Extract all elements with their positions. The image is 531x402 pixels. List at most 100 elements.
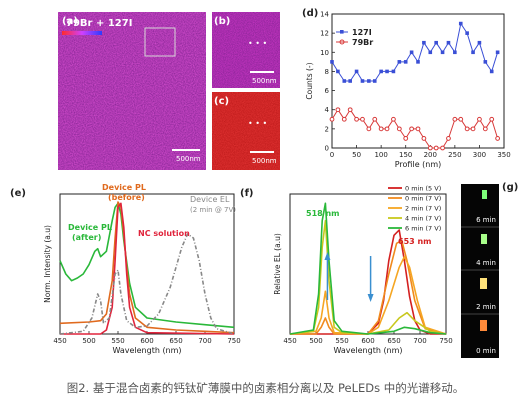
- emitter-4min: [481, 234, 487, 244]
- x-axis-title: Profile (nm): [395, 160, 442, 169]
- series-line-f-3: [289, 219, 447, 335]
- time-2min: 2 min: [476, 303, 496, 311]
- data-point-bromine: [403, 136, 409, 141]
- y-tick-label: 6: [325, 87, 330, 95]
- data-point-iodine: [483, 60, 488, 64]
- data-point-iodine: [336, 69, 340, 74]
- data-point-iodine: [446, 40, 451, 45]
- plot-frame-e: [59, 193, 235, 335]
- x-tick-label: 450: [53, 337, 66, 345]
- data-point-iodine: [367, 79, 371, 83]
- data-point-iodine: [379, 69, 383, 74]
- legend-label-iodine: 127I: [352, 28, 372, 37]
- data-point-iodine: [434, 40, 438, 45]
- data-point-bromine: [415, 126, 421, 132]
- data-point-bromine: [391, 116, 396, 122]
- plus-tag: +: [92, 18, 107, 29]
- scale-label-a: 500nm: [176, 155, 201, 163]
- x-axis-title: Wavelength (nm): [112, 346, 181, 355]
- y-tick-label: 10: [320, 49, 329, 57]
- series-line-f-2: [289, 255, 447, 335]
- data-point-iodine: [440, 50, 445, 55]
- data-point-iodine: [397, 60, 402, 64]
- data-point-bromine: [384, 126, 390, 132]
- data-point-iodine: [428, 50, 433, 55]
- data-point-bromine: [341, 116, 347, 122]
- x-tick-label: 300: [473, 151, 486, 159]
- data-point-bromine: [495, 136, 501, 141]
- x-tick-label: 500: [309, 337, 322, 345]
- emitter-2min: [480, 278, 487, 289]
- time-0min: 0 min: [476, 347, 496, 355]
- panel-a-label: (a): [62, 16, 78, 27]
- data-point-bromine: [366, 126, 372, 132]
- x-tick-label: 150: [399, 151, 412, 159]
- zoom-region-box: [144, 27, 176, 57]
- emitter-0min: [480, 320, 487, 331]
- x-tick-label: 750: [227, 337, 240, 345]
- panel-a: (a) 79Br + 127I 500nm: [58, 12, 206, 170]
- data-point-bromine: [378, 126, 384, 132]
- annotation-653nm: 653 nm: [398, 237, 432, 246]
- annotation-pl-after-sub: (after): [72, 233, 101, 242]
- data-point-bromine: [446, 136, 451, 141]
- time-4min: 4 min: [476, 259, 496, 267]
- data-point-iodine: [416, 60, 420, 64]
- arrow-down-icon: [367, 294, 374, 302]
- panel-label-e: (e): [10, 188, 26, 199]
- scale-label-c: 500nm: [252, 157, 277, 165]
- annotation-device-el: Device EL: [190, 195, 230, 204]
- emitter-6min: [482, 190, 487, 199]
- data-point-bromine: [396, 126, 402, 132]
- legend-label-3: 4 min (7 V): [405, 215, 441, 223]
- panel-label-f: (f): [240, 188, 254, 199]
- data-point-bromine: [409, 126, 415, 132]
- data-point-bromine: [470, 126, 476, 132]
- y-tick-label: 4: [325, 106, 330, 114]
- series-line-d-0: [331, 23, 499, 82]
- legend-label-0: 0 min (5 V): [405, 185, 441, 193]
- data-point-iodine: [465, 31, 469, 35]
- y-tick-label: 8: [325, 68, 329, 76]
- panel-a-tag: 79Br + 127I: [66, 18, 132, 29]
- panel-b: (b) • • • 500nm: [212, 12, 280, 88]
- data-point-bromine: [427, 145, 433, 151]
- map-b-texture: [212, 12, 280, 88]
- data-point-iodine: [477, 40, 482, 45]
- data-point-bromine: [354, 116, 359, 122]
- br-tag: 79Br: [66, 18, 93, 29]
- x-tick-label: 650: [387, 337, 400, 345]
- arrow-up-icon: [324, 252, 331, 260]
- x-tick-label: 250: [448, 151, 461, 159]
- i-tag: 127I: [108, 18, 133, 29]
- x-tick-label: 0: [330, 151, 334, 159]
- panel-g: (g) 6 min 4 min 2 min 0 min: [461, 182, 518, 358]
- data-point-bromine: [372, 116, 378, 122]
- series-line-f-4: [289, 202, 447, 335]
- x-tick-label: 500: [82, 337, 95, 345]
- y-axis-title: Relative EL (a.u): [273, 233, 282, 295]
- chart-d: 0 50 100 150 200 250 300 350 0 2 4 6 8 10 12 14 Profile …: [302, 8, 511, 169]
- data-point-iodine: [489, 69, 494, 74]
- map-c-texture: [212, 92, 280, 170]
- photo-strip: [461, 184, 499, 358]
- chart-e: 450 500 550 600 650 700 750 Wavelength (nm) Norm…: [10, 183, 241, 355]
- series-line-d-1: [331, 109, 499, 149]
- marker-dots-b: • • •: [248, 39, 267, 48]
- x-tick-label: 600: [361, 337, 374, 345]
- time-6min: 6 min: [476, 216, 496, 224]
- annotation-nc-solution: NC solution: [138, 229, 190, 238]
- data-point-bromine: [335, 107, 341, 113]
- data-point-iodine: [495, 50, 500, 55]
- x-tick-label: 700: [413, 337, 426, 345]
- x-tick-label: 450: [283, 337, 296, 345]
- data-point-iodine: [348, 79, 352, 83]
- legend-label-bromine: 79Br: [352, 38, 373, 47]
- y-tick-label: 2: [325, 125, 329, 133]
- x-axis-title: Wavelength (nm): [333, 346, 402, 355]
- data-point-iodine: [458, 21, 463, 26]
- data-point-iodine: [391, 69, 396, 74]
- chart-f: 450 500 550 600 650 700 750 Wavelength (nm) Rela…: [240, 185, 453, 356]
- figure-caption: 图2. 基于混合卤素的钙钛矿薄膜中的卤素相分离以及 PeLEDs 中的光谱移动。: [66, 381, 465, 395]
- y-tick-label: 0: [325, 145, 329, 153]
